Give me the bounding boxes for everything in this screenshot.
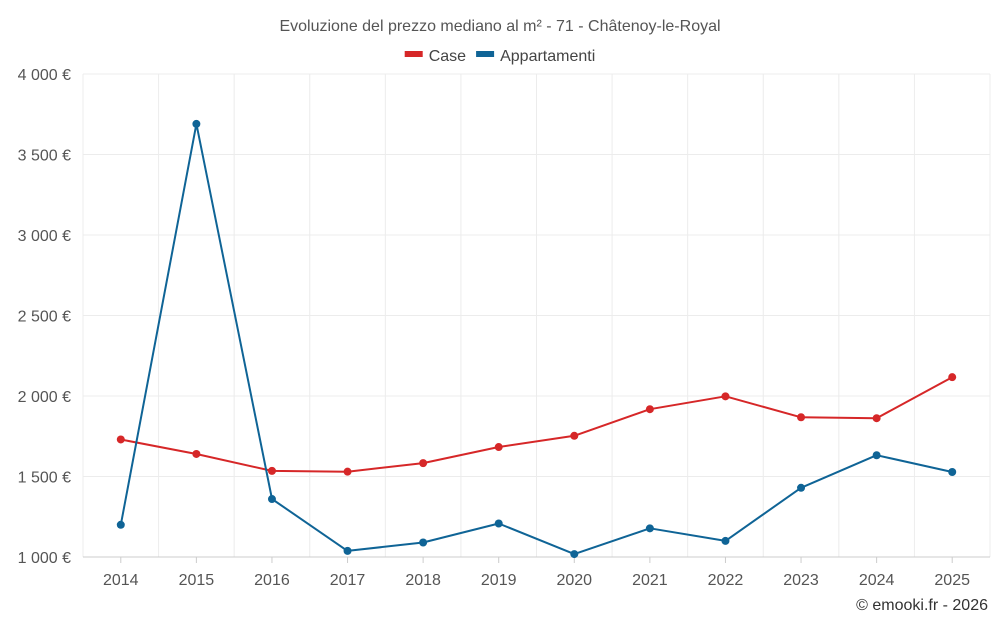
- data-point[interactable]: [419, 459, 428, 468]
- data-point[interactable]: [570, 431, 579, 440]
- data-point[interactable]: [872, 414, 881, 423]
- x-tick-label: 2023: [783, 572, 819, 589]
- credit-text: © emooki.fr - 2026: [856, 597, 988, 614]
- data-point[interactable]: [116, 435, 125, 444]
- x-tick-label: 2020: [556, 572, 592, 589]
- x-tick-label: 2017: [330, 572, 366, 589]
- data-point[interactable]: [570, 550, 579, 559]
- grid: [82, 73, 991, 557]
- data-point[interactable]: [948, 373, 957, 382]
- chart-title: Evoluzione del prezzo mediano al m² - 71…: [279, 18, 720, 35]
- data-point[interactable]: [192, 119, 201, 128]
- y-tick-label: 3 500 €: [18, 148, 71, 165]
- data-point[interactable]: [645, 405, 654, 414]
- x-tick-label: 2021: [632, 572, 668, 589]
- x-tick-label: 2018: [405, 572, 441, 589]
- x-tick-label: 2015: [179, 572, 215, 589]
- data-point[interactable]: [797, 413, 806, 422]
- x-axis: 2014 2015 2016 2017 2018 2019 2020 2021 2022 2023…: [83, 556, 990, 589]
- data-point[interactable]: [267, 495, 276, 504]
- x-tick-label: 2019: [481, 572, 517, 589]
- data-point[interactable]: [948, 467, 957, 476]
- series-line: [119, 122, 953, 556]
- data-point[interactable]: [494, 519, 503, 528]
- legend-label: Appartamenti: [500, 48, 595, 65]
- legend-item-appartamenti[interactable]: Appartamenti: [476, 48, 595, 65]
- y-tick-label: 3 000 €: [18, 228, 71, 245]
- data-point[interactable]: [116, 520, 125, 529]
- data-point[interactable]: [343, 546, 352, 555]
- data-point[interactable]: [645, 524, 654, 533]
- x-tick-label: 2014: [103, 572, 139, 589]
- data-point[interactable]: [343, 467, 352, 476]
- x-tick-label: 2022: [708, 572, 744, 589]
- y-axis: 1 000 € 1 500 € 2 000 € 2 500 € 3 000 € 3 500…: [18, 67, 71, 567]
- series-case: [116, 373, 957, 476]
- y-tick-label: 2 000 €: [18, 389, 71, 406]
- x-tick-label: 2025: [934, 572, 970, 589]
- data-point[interactable]: [797, 483, 806, 492]
- legend-swatch: [476, 51, 495, 57]
- legend-label: Case: [429, 48, 466, 65]
- data-point[interactable]: [192, 449, 201, 458]
- y-tick-label: 2 500 €: [18, 309, 71, 326]
- data-point[interactable]: [267, 466, 276, 475]
- data-point[interactable]: [872, 451, 881, 460]
- x-tick-label: 2016: [254, 572, 290, 589]
- series-appartamenti: [116, 119, 957, 559]
- data-point[interactable]: [721, 536, 730, 545]
- y-tick-label: 1 000 €: [18, 550, 71, 567]
- x-tick-label: 2024: [859, 572, 895, 589]
- y-tick-label: 4 000 €: [18, 67, 71, 84]
- legend-swatch: [404, 51, 423, 57]
- data-point[interactable]: [419, 538, 428, 547]
- series-line: [120, 376, 953, 473]
- data-point[interactable]: [494, 443, 503, 452]
- y-tick-label: 1 500 €: [18, 470, 71, 487]
- series-layer: [116, 119, 957, 559]
- legend: Case Appartamenti: [404, 48, 595, 65]
- legend-item-case[interactable]: Case: [404, 48, 466, 65]
- data-point[interactable]: [721, 392, 730, 401]
